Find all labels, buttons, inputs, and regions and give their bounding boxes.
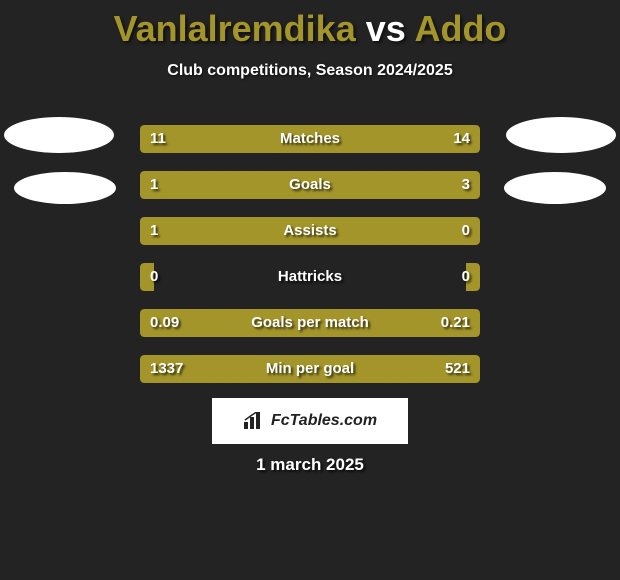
site-logo-text: FcTables.com bbox=[271, 412, 377, 430]
player1-badge-2 bbox=[14, 172, 116, 204]
stat-label: Goals per match bbox=[140, 309, 480, 337]
page-title: Vanlalremdika vs Addo bbox=[0, 0, 620, 50]
stat-row: 1114Matches bbox=[140, 125, 480, 153]
chart-icon bbox=[243, 412, 265, 430]
player2-badge-1 bbox=[506, 117, 616, 153]
date-label: 1 march 2025 bbox=[0, 455, 620, 475]
stat-row: 00Hattricks bbox=[140, 263, 480, 291]
stat-row: 13Goals bbox=[140, 171, 480, 199]
title-vs: vs bbox=[366, 8, 406, 49]
stat-label: Matches bbox=[140, 125, 480, 153]
stat-label: Min per goal bbox=[140, 355, 480, 383]
player1-badge-1 bbox=[4, 117, 114, 153]
title-player1: Vanlalremdika bbox=[114, 8, 356, 49]
stat-row: 1337521Min per goal bbox=[140, 355, 480, 383]
stat-label: Hattricks bbox=[140, 263, 480, 291]
subtitle: Club competitions, Season 2024/2025 bbox=[0, 62, 620, 80]
player2-badge-2 bbox=[504, 172, 606, 204]
stat-row: 0.090.21Goals per match bbox=[140, 309, 480, 337]
stat-row: 10Assists bbox=[140, 217, 480, 245]
stat-label: Goals bbox=[140, 171, 480, 199]
title-player2: Addo bbox=[414, 8, 506, 49]
stats-container: 1114Matches 13Goals 10Assists 00Hattricks 0.… bbox=[140, 125, 480, 401]
site-logo: FcTables.com bbox=[212, 398, 408, 444]
stat-label: Assists bbox=[140, 217, 480, 245]
